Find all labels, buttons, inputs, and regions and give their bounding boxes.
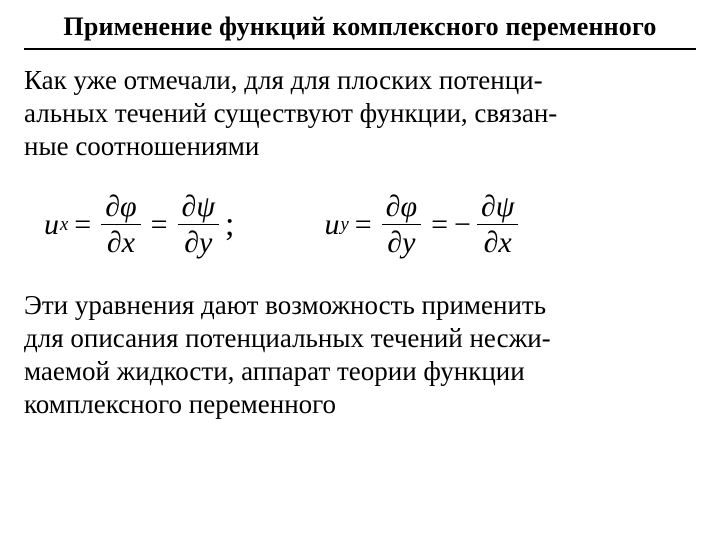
paragraph-1-line-3: ные соотношениями [24, 131, 259, 161]
paragraph-1: Как уже отмечали, для для плоских потенц… [24, 64, 696, 163]
frac-dphi-dx: ∂φ ∂x [101, 191, 140, 259]
paragraph-2-line-4: комплексного переменного [24, 389, 336, 419]
paragraph-1-line-2: альных течений существуют функции, связа… [24, 98, 557, 128]
var-u: u [44, 208, 59, 242]
fraction-bar [477, 224, 518, 225]
partial-symbol: ∂ [386, 190, 401, 223]
partial-symbol: ∂ [481, 190, 496, 223]
equation-uy: uy = ∂φ ∂y = − ∂ψ ∂x [324, 191, 522, 259]
minus-sign: − [454, 208, 473, 242]
semicolon: ; [223, 206, 240, 244]
partial-symbol: ∂ [484, 226, 499, 259]
frac-dpsi-dy: ∂ψ ∂y [178, 191, 219, 259]
partial-symbol: ∂ [387, 226, 402, 259]
var-u: u [324, 208, 339, 242]
paragraph-2-line-3: маемой жидкости, аппарат теории функции [24, 356, 525, 386]
sub-y: y [340, 214, 348, 236]
frac-dphi-dy: ∂φ ∂y [382, 191, 421, 259]
equals-sign: = [68, 208, 97, 242]
equation-row: ux = ∂φ ∂x = ∂ψ ∂y ; uy = ∂φ ∂y [44, 191, 696, 259]
var-phi: φ [400, 190, 417, 223]
equals-sign: = [145, 208, 174, 242]
sub-x: x [60, 214, 68, 236]
partial-symbol: ∂ [107, 226, 122, 259]
fraction-bar [382, 224, 421, 225]
var-y: y [199, 226, 212, 259]
partial-symbol: ∂ [182, 190, 197, 223]
partial-symbol: ∂ [105, 190, 120, 223]
fraction-bar [101, 224, 140, 225]
slide: Применение функций комплексного переменн… [0, 0, 720, 540]
frac-dpsi-dx: ∂ψ ∂x [477, 191, 518, 259]
paragraph-2: Эти уравнения дают возможность применить… [24, 289, 696, 421]
equals-sign: = [425, 208, 454, 242]
var-y: y [402, 226, 415, 259]
partial-symbol: ∂ [184, 226, 199, 259]
slide-title: Применение функций комплексного переменн… [24, 12, 696, 48]
var-psi: ψ [196, 190, 215, 223]
paragraph-1-line-1: Как уже отмечали, для для плоских потенц… [24, 65, 543, 95]
title-rule [24, 48, 696, 50]
var-psi: ψ [496, 190, 515, 223]
equals-sign: = [349, 208, 378, 242]
fraction-bar [178, 224, 219, 225]
var-x: x [498, 226, 511, 259]
var-x: x [122, 226, 135, 259]
paragraph-2-line-1: Эти уравнения дают возможность применить [24, 290, 546, 320]
paragraph-2-line-2: для описания потенциальных течений несжи… [24, 323, 551, 353]
equation-ux: ux = ∂φ ∂x = ∂ψ ∂y ; [44, 191, 240, 259]
var-phi: φ [120, 190, 137, 223]
